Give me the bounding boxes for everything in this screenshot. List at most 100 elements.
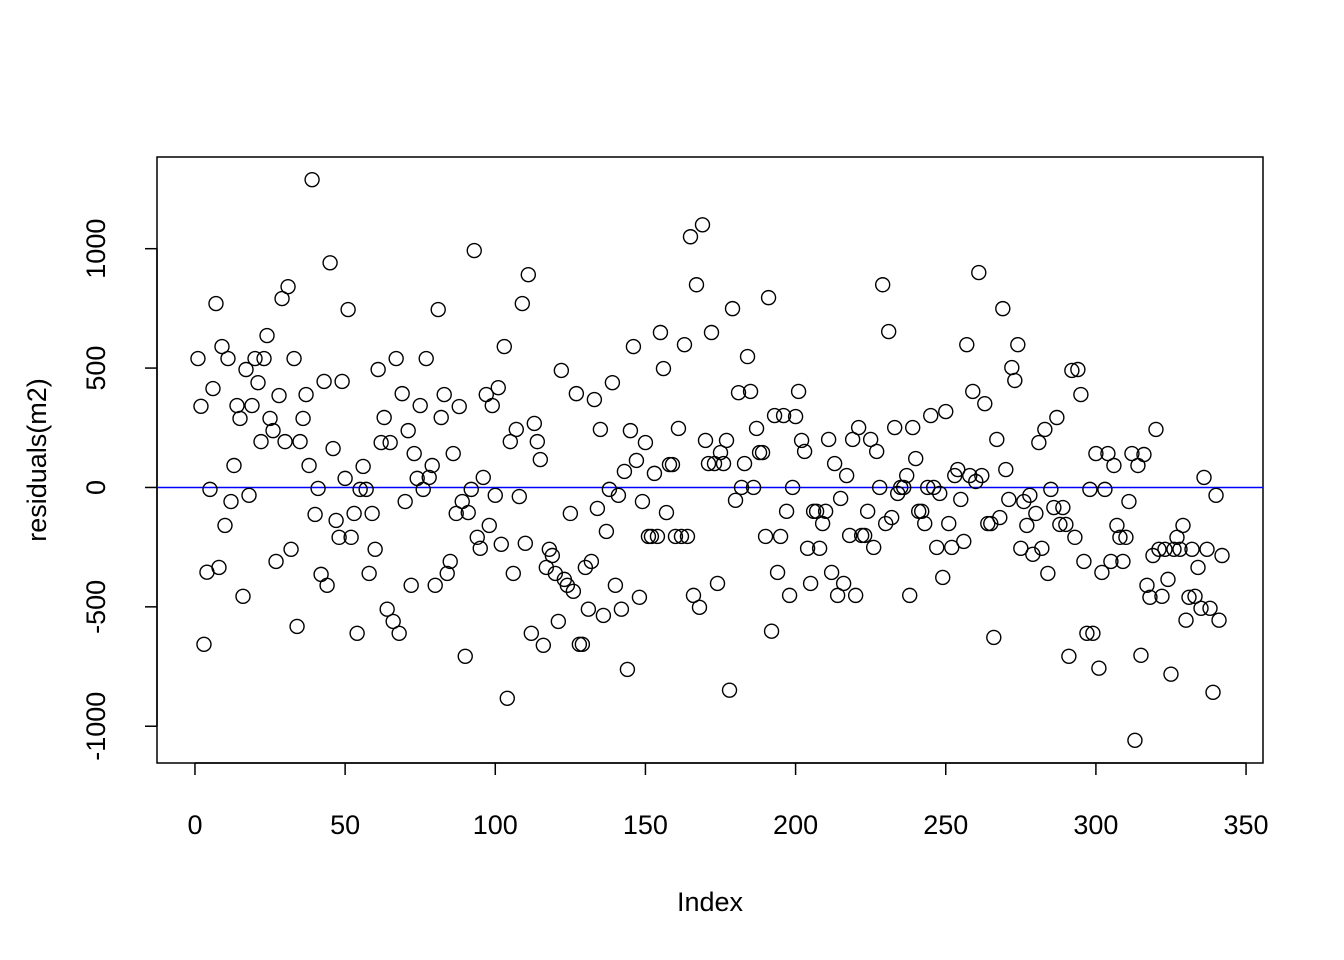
data-point	[865, 539, 882, 556]
data-point	[631, 589, 648, 605]
data-point	[802, 575, 819, 592]
data-point	[1064, 362, 1080, 379]
y-tick-label: -500	[81, 580, 111, 634]
data-point	[1046, 499, 1062, 516]
data-point	[196, 636, 212, 653]
data-point	[193, 398, 209, 414]
data-point	[760, 289, 777, 306]
data-point	[535, 637, 552, 653]
data-point	[905, 419, 921, 436]
data-point	[634, 493, 651, 510]
data-point	[676, 336, 693, 353]
data-point	[899, 467, 915, 484]
data-point	[259, 327, 275, 344]
x-axis-label: Index	[677, 887, 744, 917]
data-point	[232, 410, 248, 427]
data-point	[589, 500, 606, 517]
data-point	[1124, 445, 1140, 462]
data-point	[1091, 660, 1107, 676]
data-point	[923, 407, 939, 424]
x-tick-label: 50	[330, 810, 360, 840]
data-point	[280, 278, 296, 295]
data-point	[989, 431, 1005, 448]
data-point	[709, 575, 726, 592]
data-point	[523, 625, 540, 642]
data-point	[1166, 541, 1182, 558]
x-tick-label: 350	[1224, 810, 1269, 840]
data-point	[370, 361, 386, 378]
data-point	[1034, 540, 1050, 557]
data-point	[715, 455, 732, 472]
data-point	[847, 587, 864, 604]
data-point	[778, 503, 795, 520]
data-point	[328, 512, 344, 529]
data-point	[1070, 361, 1086, 378]
data-point	[253, 433, 269, 450]
data-point	[1055, 499, 1071, 516]
data-point	[1160, 571, 1176, 588]
data-point	[1037, 421, 1053, 438]
data-point	[388, 350, 404, 367]
data-point	[1148, 421, 1164, 438]
data-point	[995, 300, 1011, 317]
data-point	[1145, 547, 1161, 564]
data-point	[733, 479, 750, 496]
data-point	[244, 397, 260, 414]
data-point	[520, 267, 537, 283]
data-point	[625, 338, 642, 355]
data-point	[1127, 732, 1143, 749]
x-tick-label: 250	[923, 810, 968, 840]
data-point	[748, 420, 765, 437]
data-point	[529, 433, 546, 450]
data-point	[832, 490, 849, 507]
data-point	[1112, 529, 1128, 546]
data-point	[944, 539, 960, 556]
data-point	[517, 535, 534, 552]
y-tick-label: 1000	[81, 219, 111, 279]
data-point	[787, 408, 804, 425]
data-point	[1109, 517, 1125, 534]
data-point	[874, 277, 891, 293]
data-point	[580, 601, 597, 617]
data-point	[1193, 600, 1209, 616]
data-point	[772, 528, 789, 545]
data-point	[658, 504, 675, 521]
data-point	[607, 577, 624, 594]
data-point	[929, 539, 945, 556]
data-point	[550, 613, 567, 630]
data-point	[932, 485, 948, 502]
data-point	[292, 433, 308, 450]
data-point	[877, 515, 894, 532]
data-point	[661, 456, 678, 473]
data-point	[1157, 541, 1173, 558]
data-point	[754, 444, 771, 461]
data-point	[667, 528, 684, 545]
data-point	[229, 397, 245, 414]
data-point	[1058, 516, 1074, 533]
y-tick-label: -1000	[81, 692, 111, 761]
data-point	[1007, 372, 1023, 389]
data-point	[1061, 648, 1077, 664]
data-point	[1100, 445, 1116, 462]
data-point	[1106, 457, 1122, 474]
data-point	[226, 457, 242, 474]
data-point	[538, 559, 555, 576]
data-point	[613, 601, 630, 617]
data-point	[316, 373, 332, 390]
data-point	[457, 648, 473, 664]
data-point	[325, 440, 341, 457]
data-point	[646, 465, 663, 482]
data-point	[442, 553, 458, 570]
data-point	[361, 565, 377, 582]
data-point	[757, 528, 774, 545]
data-point	[289, 618, 305, 635]
data-point	[559, 577, 576, 594]
data-point	[896, 479, 912, 496]
data-point	[1079, 625, 1095, 642]
data-point	[274, 290, 290, 307]
data-point	[859, 503, 876, 520]
data-point	[532, 451, 549, 468]
data-point	[784, 479, 801, 496]
data-point	[313, 566, 329, 583]
